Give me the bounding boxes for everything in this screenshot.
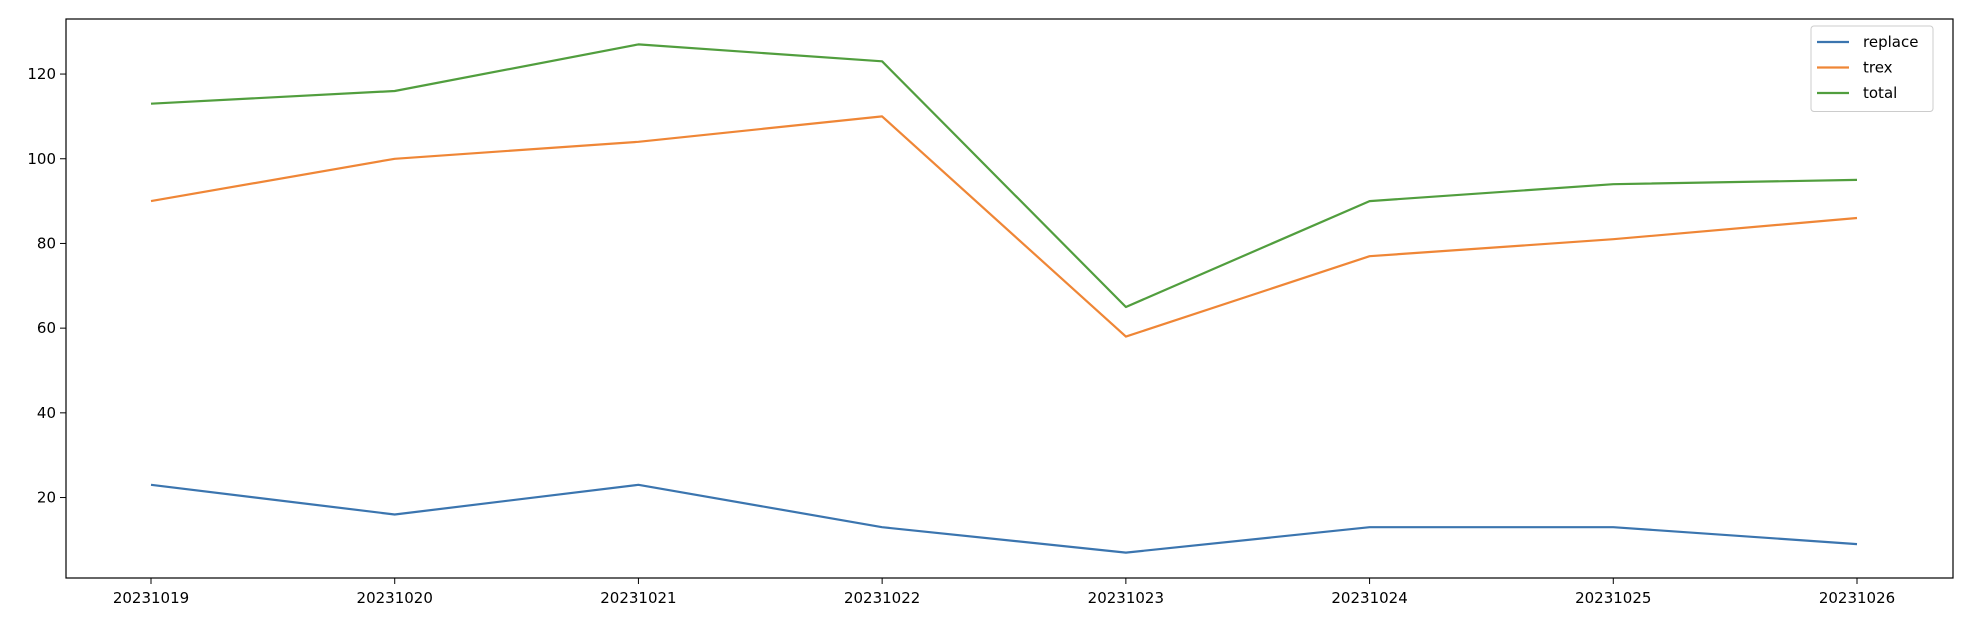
series-lines xyxy=(150,43,1858,554)
y-tick-label: 20 xyxy=(37,489,56,507)
y-tick-label: 100 xyxy=(27,150,56,168)
series-line-trex xyxy=(150,115,1858,338)
x-tick-label: 20231020 xyxy=(357,589,433,607)
x-axis: 20231019 20231020 20231021 20231022 20231023… xyxy=(113,578,1895,607)
y-axis: 20 40 60 80 100 120 xyxy=(27,65,66,507)
legend: replace trex total xyxy=(1810,25,1934,112)
x-tick-label: 20231023 xyxy=(1088,589,1164,607)
y-tick-label: 80 xyxy=(37,234,56,252)
y-tick-label: 60 xyxy=(37,319,56,337)
y-tick-label: 40 xyxy=(37,404,56,422)
legend-label-replace: replace xyxy=(1863,33,1918,51)
legend-box xyxy=(1810,25,1934,112)
x-tick-label: 20231021 xyxy=(600,589,676,607)
x-tick-label: 20231024 xyxy=(1331,589,1407,607)
x-tick-label: 20231022 xyxy=(844,589,920,607)
y-tick-label: 120 xyxy=(27,65,56,83)
x-tick-label: 20231019 xyxy=(113,589,189,607)
series-line-total xyxy=(150,43,1858,309)
plot-frame xyxy=(65,18,1954,579)
legend-label-trex: trex xyxy=(1863,59,1893,77)
x-tick-label: 20231026 xyxy=(1819,589,1895,607)
legend-label-total: total xyxy=(1863,84,1897,102)
x-tick-label: 20231025 xyxy=(1575,589,1651,607)
series-line-replace xyxy=(150,483,1858,554)
